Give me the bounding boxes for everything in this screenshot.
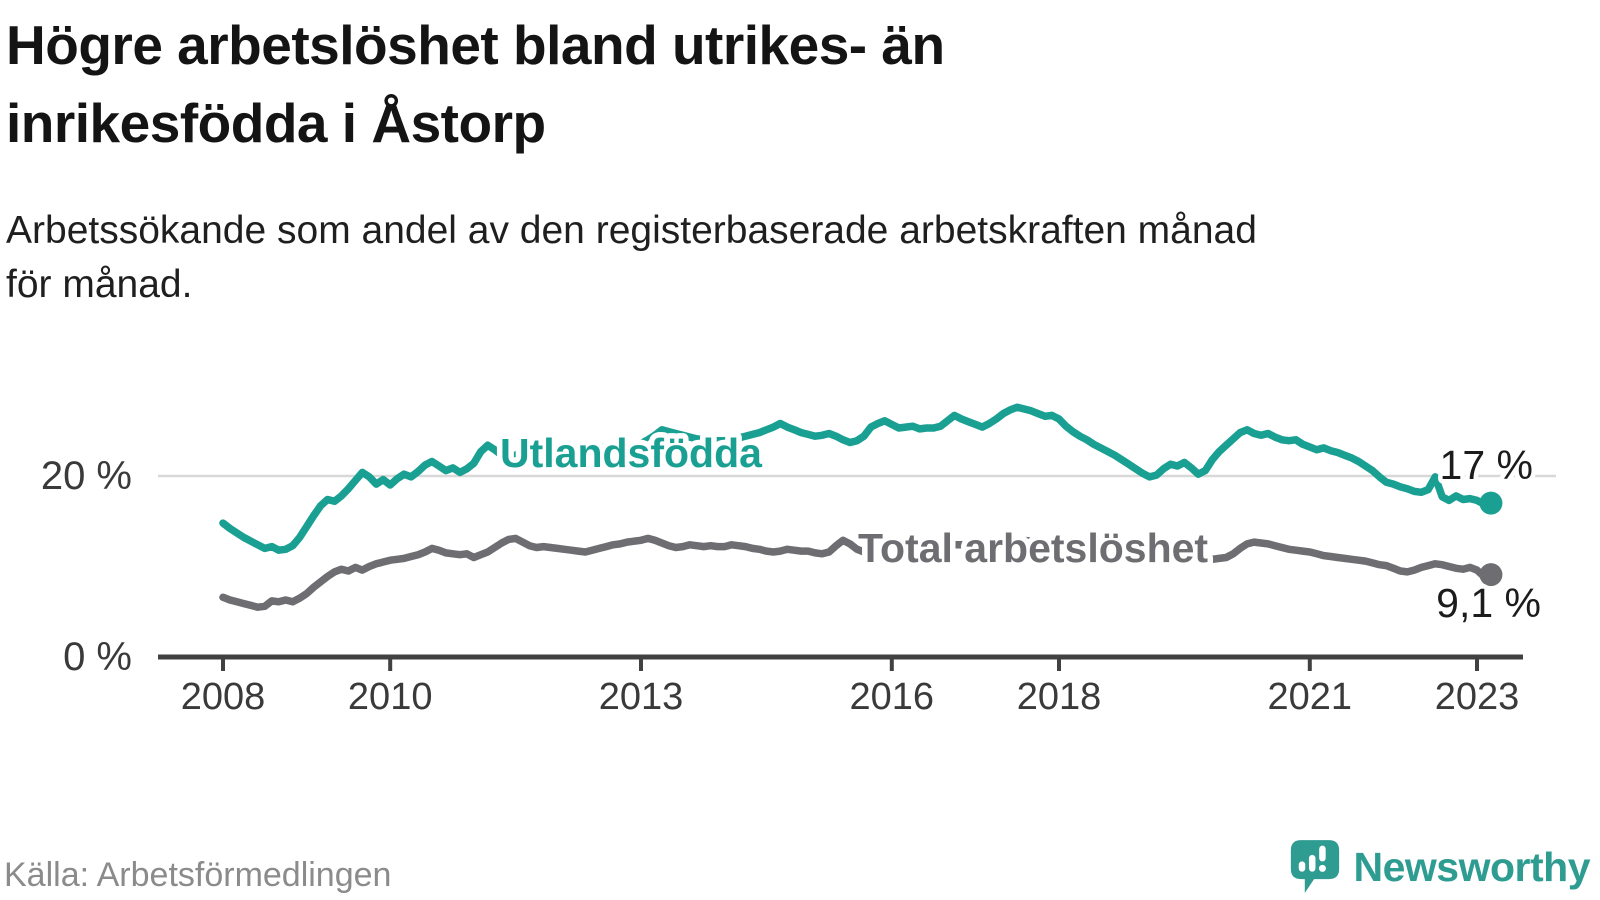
page-title: Högre arbetslöshet bland utrikes- än inr… [6,6,1466,162]
newsworthy-logo-icon [1289,838,1341,896]
brand-name: Newsworthy [1353,843,1591,890]
x-axis-tick-label: 2016 [850,676,935,718]
x-axis-tick-label: 2010 [348,676,433,718]
y-axis-tick-label: 20 % [41,454,132,498]
end-point-marker [1479,563,1503,587]
end-value-label: 9,1 % [1436,580,1541,626]
source-note: Källa: Arbetsförmedlingen [4,856,392,894]
x-axis-tick-label: 2023 [1435,676,1520,718]
brand-lockup: Newsworthy [1289,838,1591,896]
x-axis-tick-label: 2008 [181,676,266,718]
x-axis-tick-label: 2018 [1017,676,1102,718]
title-line-2: inrikesfödda i Åstorp [6,92,546,155]
series-label: Total arbetslöshet [858,525,1208,571]
line-series-utlandsfodda [219,403,1495,554]
chart-subtitle: Arbetssökande som andel av den registerb… [6,204,1566,312]
line-series-total [219,534,1495,611]
y-axis-tick-label: 0 % [63,635,132,679]
subtitle-line-1: Arbetssökande som andel av den registerb… [6,209,1257,252]
x-axis-tick-label: 2013 [599,676,684,718]
end-value-label: 17 % [1440,442,1533,488]
end-point-marker [1479,491,1503,515]
series-label: Utlandsfödda [500,430,763,476]
subtitle-line-2: för månad. [6,262,193,306]
x-axis-tick-label: 2021 [1268,676,1353,718]
title-line-1: Högre arbetslöshet bland utrikes- än [6,14,945,76]
